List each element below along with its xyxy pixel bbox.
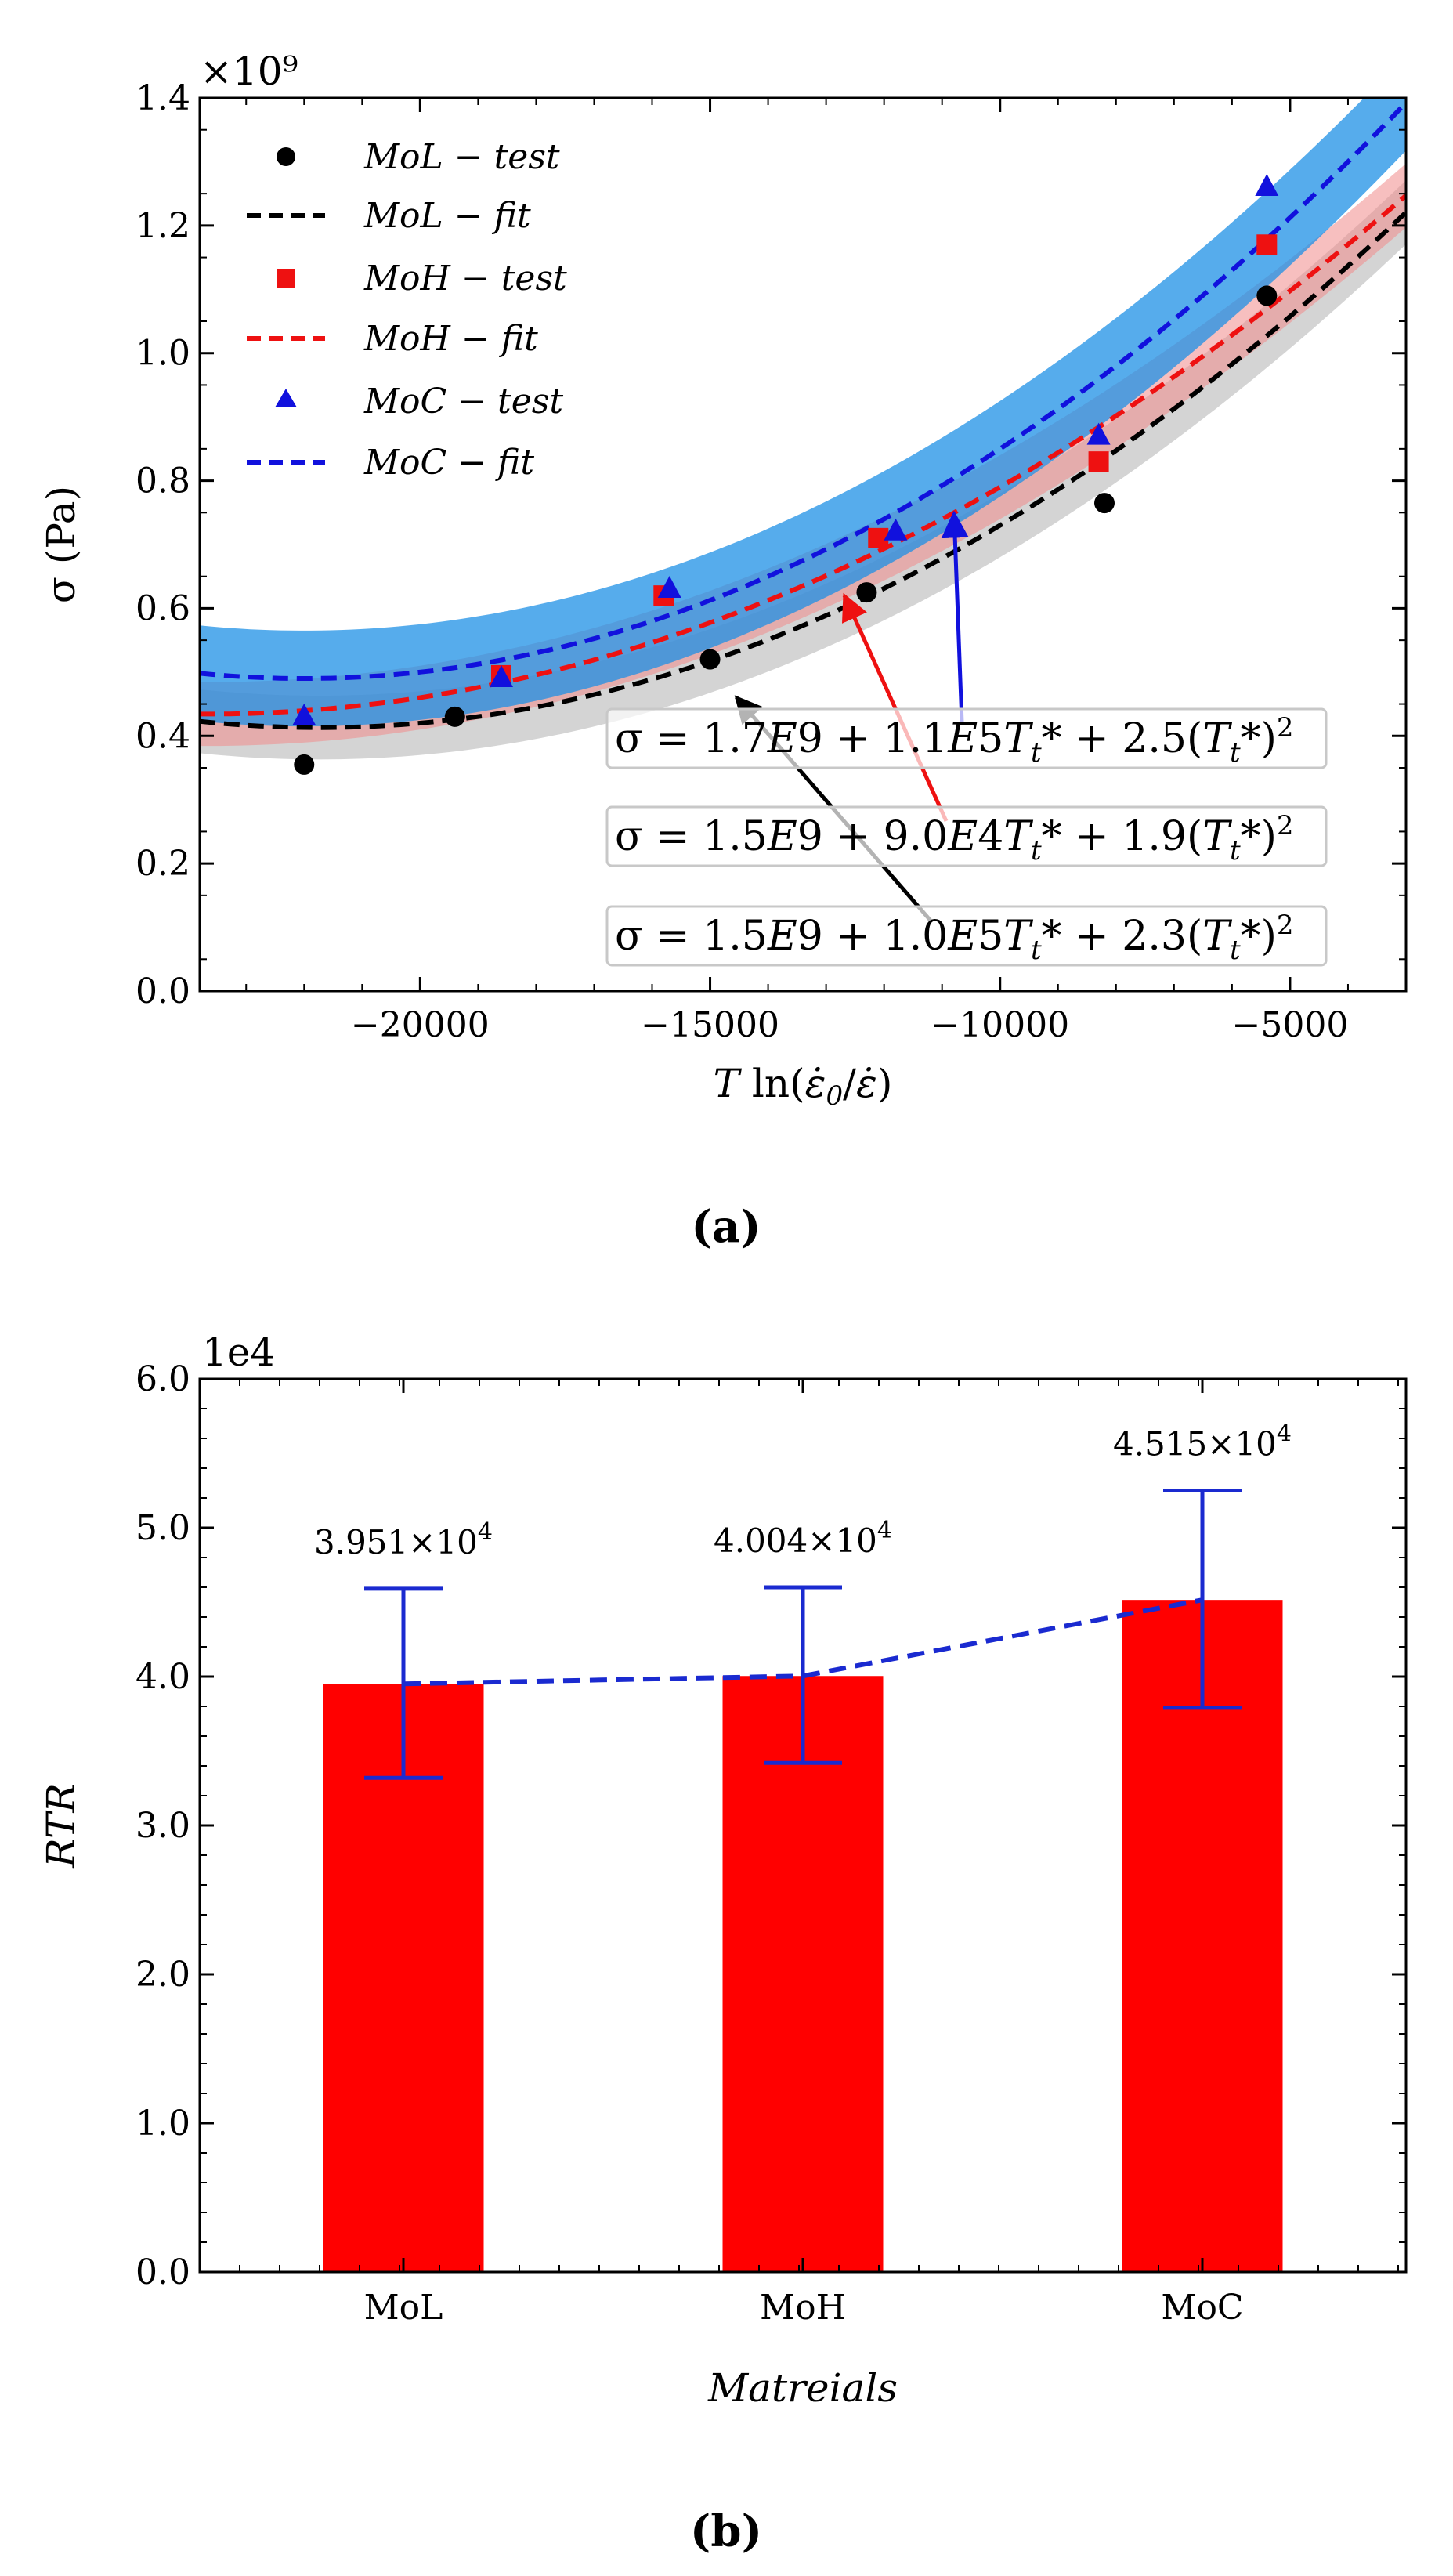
data-point-moc (657, 576, 681, 598)
data-point-mol (444, 706, 465, 727)
data-point-mol (1256, 285, 1278, 306)
y-tick-label-b: 0.0 (136, 2252, 190, 2292)
y-tick-label-a: 0.4 (136, 716, 190, 756)
error-bars (364, 1489, 1242, 1780)
y-tick-label-a: 0.0 (136, 971, 190, 1011)
x-axis-label-b: Matreials (707, 2365, 898, 2411)
data-point-mol (856, 582, 877, 603)
legend-label-mol-test: MoL − test (363, 137, 560, 177)
legend-marker-mol-test (277, 147, 295, 166)
y-tick-label-a: 0.8 (136, 461, 190, 501)
data-point-mol (1094, 493, 1115, 514)
data-point-moc (884, 518, 908, 541)
legend-a: MoL − test MoL − fit MoH − test MoH − fi… (247, 137, 567, 483)
legend-label-moh-test: MoH − test (363, 259, 567, 298)
fit-curve-moh (200, 194, 1406, 717)
legend-label-moc-test: MoC − test (363, 382, 563, 421)
fit-curves (200, 101, 1406, 730)
y-tick-label-b: 1.0 (136, 2104, 190, 2144)
fit-confidence-bands (200, 98, 1406, 760)
equation-annotations: σ = 1.7E9 + 1.1E5Tt* + 2.5(Tt*)2 σ = 1.5… (605, 510, 1328, 967)
fit-curve-moc (200, 101, 1406, 681)
x-tick-label-moc: MoC (1161, 2288, 1243, 2328)
legend-label-moc-fit: MoC − fit (363, 443, 534, 483)
fit-curve-mol (200, 210, 1406, 730)
bar-mol (323, 1684, 484, 2272)
x-tick-label-a: −5000 (1232, 1005, 1349, 1045)
panel-b: 3.951×104 4.004×104 4.515×104 0.0 1.0 2.0 3.0… (38, 1330, 1408, 2557)
arrow-moc (941, 510, 969, 723)
bar-moh (722, 1676, 884, 2272)
y-tick-label-a: 1.4 (136, 78, 190, 118)
legend-label-moh-fit: MoH − fit (363, 319, 538, 359)
legend-marker-moc-test (275, 389, 297, 407)
bars (323, 1600, 1283, 2272)
axis-ticks-a: 0.0 0.2 0.4 0.6 0.8 1.0 1.2 1.4 −20000 −15000 −100… (136, 78, 1407, 1045)
x-axis-label-a: T ln(ε̇0/ε̇) (714, 1061, 893, 1112)
data-point-moc (490, 665, 513, 687)
y-tick-label-b: 3.0 (136, 1806, 190, 1846)
y-tick-label-b: 5.0 (136, 1508, 190, 1548)
panel-label-b: (b) (690, 2505, 762, 2557)
value-labels: 3.951×104 4.004×104 4.515×104 (314, 1420, 1292, 1561)
x-tick-label-a: −20000 (351, 1005, 490, 1045)
y-tick-label-b: 6.0 (136, 1359, 190, 1399)
value-label-moc: 4.515×104 (1113, 1420, 1292, 1463)
equation-box-moc (605, 707, 1328, 769)
data-point-moh (1088, 451, 1109, 472)
y-tick-label-a: 1.2 (136, 206, 190, 246)
y-tick-label-a: 0.6 (136, 588, 190, 628)
data-point-moc (1086, 422, 1111, 445)
value-label-mol: 3.951×104 (314, 1518, 493, 1561)
panel-a: 0.0 0.2 0.4 0.6 0.8 1.0 1.2 1.4 −20000 −15000 −100… (38, 49, 1408, 1253)
legend-marker-moh-test (277, 269, 295, 288)
fit-band-moc (200, 98, 1406, 727)
legend-label-mol-fit: MoL − fit (363, 196, 531, 236)
data-point-moh (1256, 234, 1278, 255)
equation-box-moh (605, 805, 1328, 867)
y-tick-label-a: 0.2 (136, 844, 190, 884)
data-point-mol (294, 754, 315, 775)
y-axis-label-b: RTR (38, 1783, 84, 1869)
bar-moc (1122, 1600, 1283, 2272)
equation-moc: σ = 1.7E9 + 1.1E5Tt* + 2.5(Tt*)2 (615, 712, 1294, 769)
data-point-moc (1255, 174, 1279, 196)
y-tick-label-b: 2.0 (136, 1955, 190, 1995)
y-multiplier-a: ×10⁹ (200, 49, 298, 94)
data-point-moh (868, 527, 889, 548)
x-tick-label-a: −10000 (931, 1005, 1069, 1045)
data-point-mol (699, 649, 721, 670)
axis-ticks-b: 0.0 1.0 2.0 3.0 4.0 5.0 6.0 MoL MoH MoC (136, 1359, 1406, 2328)
x-tick-label-a: −15000 (641, 1005, 779, 1045)
y-tick-label-b: 4.0 (136, 1657, 190, 1697)
equation-mol: σ = 1.5E9 + 1.0E5Tt* + 2.3(Tt*)2 (615, 910, 1294, 966)
panel-label-a: (a) (691, 1201, 761, 1253)
data-point-moc (292, 703, 316, 725)
x-tick-label-mol: MoL (364, 2288, 443, 2328)
plot-area-frame-a (198, 96, 1408, 993)
equation-box-mol (605, 905, 1328, 967)
value-label-moh: 4.004×104 (714, 1517, 892, 1560)
equation-moh: σ = 1.5E9 + 9.0E4Tt* + 1.9(Tt*)2 (615, 810, 1294, 867)
x-tick-label-moh: MoH (760, 2288, 846, 2328)
y-tick-label-a: 1.0 (136, 334, 190, 374)
y-axis-label-a: σ (Pa) (38, 486, 84, 603)
y-multiplier-b: 1e4 (202, 1330, 275, 1375)
